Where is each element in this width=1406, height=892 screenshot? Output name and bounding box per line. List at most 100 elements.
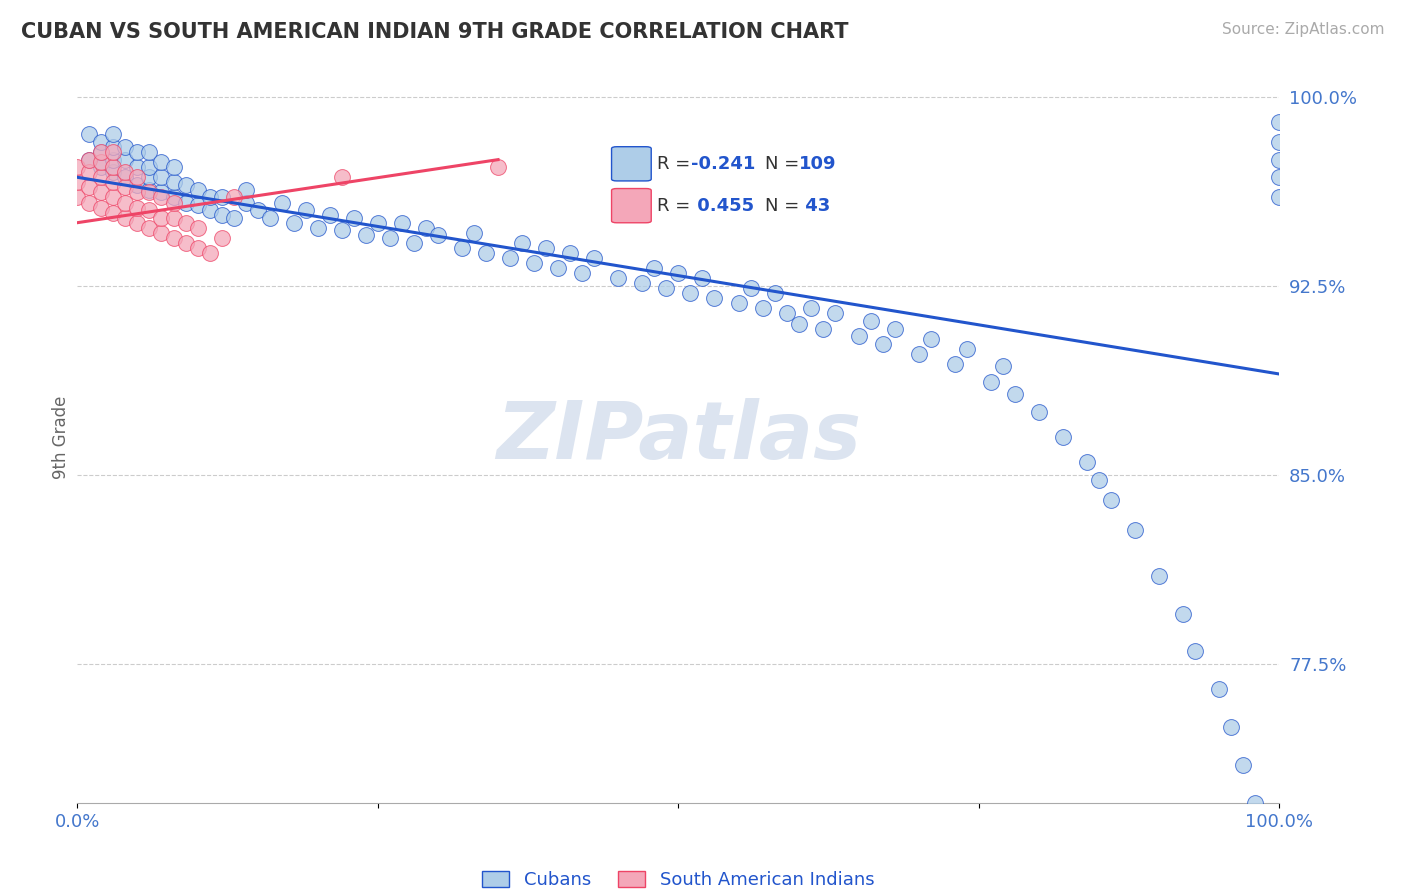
Point (1208, 682, 1230, 697)
Point (127, 160, 149, 174)
Point (186, 198, 209, 212)
Point (534, 241, 557, 255)
Point (1268, 135, 1291, 149)
Point (1088, 473, 1111, 487)
Point (283, 216, 305, 230)
Point (103, 128, 125, 142)
Point (980, 375, 1002, 389)
Point (343, 211, 366, 225)
Point (235, 183, 257, 197)
Point (211, 208, 233, 222)
Point (162, 190, 184, 204)
Point (79, 195, 101, 210)
Point (1268, 170, 1291, 185)
Point (150, 186, 173, 200)
Point (908, 347, 931, 361)
Point (79, 153, 101, 167)
Point (486, 160, 509, 174)
Point (727, 296, 749, 310)
Point (127, 201, 149, 215)
Point (211, 231, 233, 245)
Point (114, 165, 136, 179)
Point (800, 301, 823, 316)
Point (150, 211, 173, 225)
Point (367, 216, 389, 230)
FancyBboxPatch shape (612, 188, 651, 223)
Text: R =: R = (657, 155, 696, 173)
Point (859, 314, 882, 328)
Point (235, 195, 257, 210)
Point (103, 205, 125, 219)
Point (138, 183, 160, 197)
Text: 0.455: 0.455 (690, 196, 754, 215)
Point (883, 321, 905, 335)
Point (103, 160, 125, 174)
Point (787, 317, 810, 331)
Point (114, 211, 136, 225)
Point (162, 175, 184, 189)
Point (956, 342, 979, 356)
Text: ZIPatlas: ZIPatlas (496, 398, 860, 476)
Point (138, 203, 160, 218)
Point (1220, 720, 1243, 734)
Point (150, 226, 173, 240)
Point (138, 220, 160, 235)
Point (811, 321, 834, 335)
Point (1232, 758, 1254, 772)
Point (943, 357, 966, 371)
Point (560, 246, 582, 260)
Point (259, 211, 281, 225)
Point (571, 266, 593, 280)
Point (872, 336, 894, 351)
Point (162, 231, 184, 245)
Point (186, 241, 209, 255)
Text: -0.241: -0.241 (690, 155, 755, 173)
Point (90, 186, 112, 200)
FancyBboxPatch shape (612, 146, 651, 181)
Point (103, 190, 125, 204)
Point (222, 211, 245, 225)
Point (186, 220, 209, 235)
Point (138, 186, 160, 200)
Point (668, 266, 690, 280)
Point (162, 195, 184, 210)
Point (1184, 644, 1206, 658)
Point (319, 208, 342, 222)
Point (415, 220, 437, 235)
Point (90, 145, 112, 159)
Point (90, 170, 112, 185)
Point (679, 286, 702, 301)
Point (1268, 115, 1291, 129)
Point (90, 145, 112, 159)
Point (378, 231, 401, 245)
Point (643, 261, 665, 276)
Point (90, 155, 112, 169)
Text: N =: N = (765, 155, 806, 173)
Point (1149, 569, 1171, 583)
Point (103, 153, 125, 167)
Point (330, 170, 353, 185)
Point (79, 165, 101, 179)
Point (246, 203, 269, 218)
Point (763, 286, 786, 301)
Point (79, 128, 101, 142)
Y-axis label: 9th Grade: 9th Grade (52, 395, 70, 479)
Point (198, 190, 221, 204)
Point (90, 160, 112, 174)
Point (79, 180, 101, 194)
Point (1052, 430, 1074, 444)
Point (162, 211, 184, 225)
Point (90, 201, 112, 215)
Point (402, 235, 425, 250)
Point (330, 223, 353, 237)
Point (162, 160, 184, 174)
Point (66, 175, 89, 189)
Point (307, 220, 329, 235)
Point (66, 190, 89, 204)
Point (198, 246, 221, 260)
Point (1173, 607, 1195, 621)
Text: CUBAN VS SOUTH AMERICAN INDIAN 9TH GRADE CORRELATION CHART: CUBAN VS SOUTH AMERICAN INDIAN 9TH GRADE… (21, 22, 849, 42)
Point (703, 291, 725, 305)
Point (114, 140, 136, 154)
Point (692, 271, 714, 285)
